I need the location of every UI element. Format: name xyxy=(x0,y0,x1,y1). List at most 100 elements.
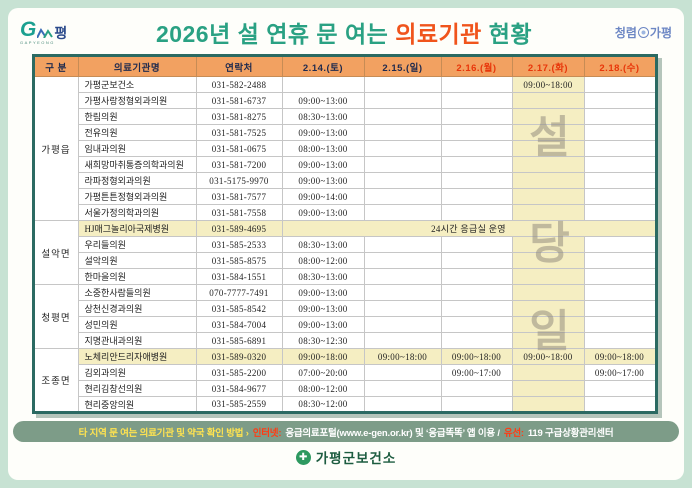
time-cell: 09:00~18:00 xyxy=(511,76,585,93)
table-row: 한림의원 031-581-8275 08:30~13:00 xyxy=(33,108,657,125)
time-cell xyxy=(511,204,585,221)
time-cell xyxy=(440,172,513,189)
phone-cell: 070-7777-7491 xyxy=(195,284,283,301)
time-cell xyxy=(583,268,657,285)
time-cell: 09:00~18:00 xyxy=(511,348,585,365)
phone-cell: 031-5175-9970 xyxy=(195,172,283,189)
time-cell xyxy=(511,316,585,333)
time-cell xyxy=(440,140,513,157)
phone-cell: 031-584-7004 xyxy=(195,316,283,333)
time-cell xyxy=(583,172,657,189)
time-cell xyxy=(440,396,513,413)
time-cell xyxy=(511,252,585,269)
footer-info-bar: 타 지역 문 여는 의료기관 및 약국 확인 방법 › 인터넷: 응급의료포털(ww… xyxy=(13,421,679,442)
table-row: 설악의원 031-585-8575 08:00~12:00 xyxy=(33,252,657,269)
phone-cell: 031-581-7200 xyxy=(195,156,283,173)
title-prefix: 2026년 설 연휴 문 여는 xyxy=(155,21,396,47)
phone-cell: 031-581-7577 xyxy=(195,188,283,205)
cheongnyeom-gapyeong-logo: 청렴 가평 xyxy=(592,24,672,41)
time-cell xyxy=(363,76,442,93)
time-cell: 09:00~13:00 xyxy=(281,172,365,189)
table-row: 청평면 소중한사람들의원 070-7777-7491 09:00~13:00 xyxy=(32,284,657,349)
time-cell: 09:00~13:00 xyxy=(281,204,365,221)
poster-header: G 평 GAPYEONG 2026년 설 연휴 문 여는 의료기관 현황 청렴 가… xyxy=(8,8,684,52)
clinic-name-cell: 우리들의원 xyxy=(77,236,197,253)
time-cell: 08:00~12:00 xyxy=(281,380,365,397)
title-suffix: 현황 xyxy=(481,21,533,47)
time-cell xyxy=(440,316,513,333)
clinic-name-cell: 성민의원 xyxy=(77,316,197,333)
time-cell xyxy=(511,396,585,413)
column-header: 2.17.(화) xyxy=(511,55,585,77)
time-cell xyxy=(363,188,442,205)
time-cell: 08:30~13:00 xyxy=(281,236,365,253)
table-row: 가평튼튼정형외과의원 031-581-7577 09:00~14:00 xyxy=(33,188,657,205)
time-cell xyxy=(363,124,442,141)
table-row: 전유의원 031-581-7525 09:00~13:00 xyxy=(33,124,657,141)
time-cell xyxy=(440,188,513,205)
phone-cell: 031-589-4695 xyxy=(195,220,283,237)
clinic-name-cell: 상천신경과의원 xyxy=(77,300,197,317)
column-header: 의료기관명 xyxy=(77,55,197,77)
time-cell xyxy=(583,252,657,269)
time-cell xyxy=(363,204,442,221)
time-cell xyxy=(583,284,657,301)
time-cell: 07:00~20:00 xyxy=(281,364,365,381)
time-cell xyxy=(440,108,513,125)
time-cell xyxy=(440,156,513,173)
clinic-name-cell: 김외과의원 xyxy=(77,364,197,381)
column-header: 구 분 xyxy=(32,55,79,77)
time-cell xyxy=(511,140,585,157)
time-cell xyxy=(440,300,513,317)
phone-cell: 031-584-1551 xyxy=(195,268,283,285)
cross-icon: ✚ xyxy=(295,449,311,465)
table-row: 우리들의원 031-585-2533 08:30~13:00 xyxy=(33,236,657,253)
title-highlight: 의료기관 xyxy=(395,21,482,47)
emergency-note-cell: 24시간 응급실 운영 xyxy=(281,220,657,237)
time-cell xyxy=(511,380,585,397)
time-cell xyxy=(363,140,442,157)
column-header: 연락처 xyxy=(195,55,283,77)
time-cell: 09:00~14:00 xyxy=(281,188,365,205)
region-group: 가평읍 가평군보건소 031-582-2488 09:00~18:00 가평사랑정형외과… xyxy=(32,76,657,221)
time-cell xyxy=(363,108,442,125)
phone-cell: 031-585-6891 xyxy=(195,332,283,349)
gapyeong-logo-mark: G 평 xyxy=(20,19,96,40)
clinic-name-cell: 임내과의원 xyxy=(77,140,197,157)
phone-cell: 031-585-8542 xyxy=(195,300,283,317)
footer-info-part: 인터넷: xyxy=(252,427,282,439)
time-cell xyxy=(363,252,442,269)
phone-cell: 031-581-7558 xyxy=(195,204,283,221)
time-cell xyxy=(583,188,657,205)
column-header: 2.14.(토) xyxy=(281,55,365,77)
time-cell xyxy=(583,124,657,141)
time-cell xyxy=(583,108,657,125)
region-group: 청평면 소중한사람들의원 070-7777-7491 09:00~13:00 상천신경과… xyxy=(32,284,657,349)
time-cell xyxy=(440,268,513,285)
header-row: 구 분 의료기관명 연락처 2.14.(토) 2.15.(일) 2.16.(월) 2.17.… xyxy=(32,55,657,77)
table-row: 임내과의원 031-581-0675 08:00~13:00 xyxy=(33,140,657,157)
region-label: 청평면 xyxy=(32,284,79,349)
region-group: 조종면 노체리안드리자애병원 031-589-0320 09:00~18:00 09:0… xyxy=(32,348,657,413)
phone-cell: 031-582-2488 xyxy=(195,76,283,93)
logo-subtext: GAPYEONG xyxy=(20,40,55,45)
time-cell xyxy=(440,76,513,93)
time-cell: 09:00~13:00 xyxy=(281,124,365,141)
footer-info-part: 응급의료포털(www.e-gen.or.kr) 및 ‘응급똑똑’ 앱 이용 / xyxy=(285,427,500,439)
time-cell xyxy=(511,268,585,285)
time-cell xyxy=(511,156,585,173)
time-cell xyxy=(363,172,442,189)
table-row: 서울가정의학과의원 031-581-7558 09:00~13:00 xyxy=(33,204,657,221)
clinic-name-cell: 소중한사람들의원 xyxy=(77,284,197,301)
poster-title: 2026년 설 연휴 문 여는 의료기관 현황 xyxy=(96,15,592,49)
column-header: 2.16.(월) xyxy=(440,55,513,77)
clinic-name-cell: 라파정형외과의원 xyxy=(77,172,197,189)
clinic-name-cell: 노체리안드리자애병원 xyxy=(77,348,197,365)
time-cell xyxy=(440,92,513,109)
time-cell xyxy=(511,188,585,205)
gapyeong-county-logo: G 평 GAPYEONG xyxy=(20,19,96,45)
clinic-name-cell: 가평사랑정형외과의원 xyxy=(77,92,197,109)
region-group: 설악면 HJ매그놀리아국제병원 031-589-4695 24시간 응급실 운영 우리들… xyxy=(32,220,657,285)
time-cell xyxy=(281,76,365,93)
time-cell: 09:00~13:00 xyxy=(281,300,365,317)
